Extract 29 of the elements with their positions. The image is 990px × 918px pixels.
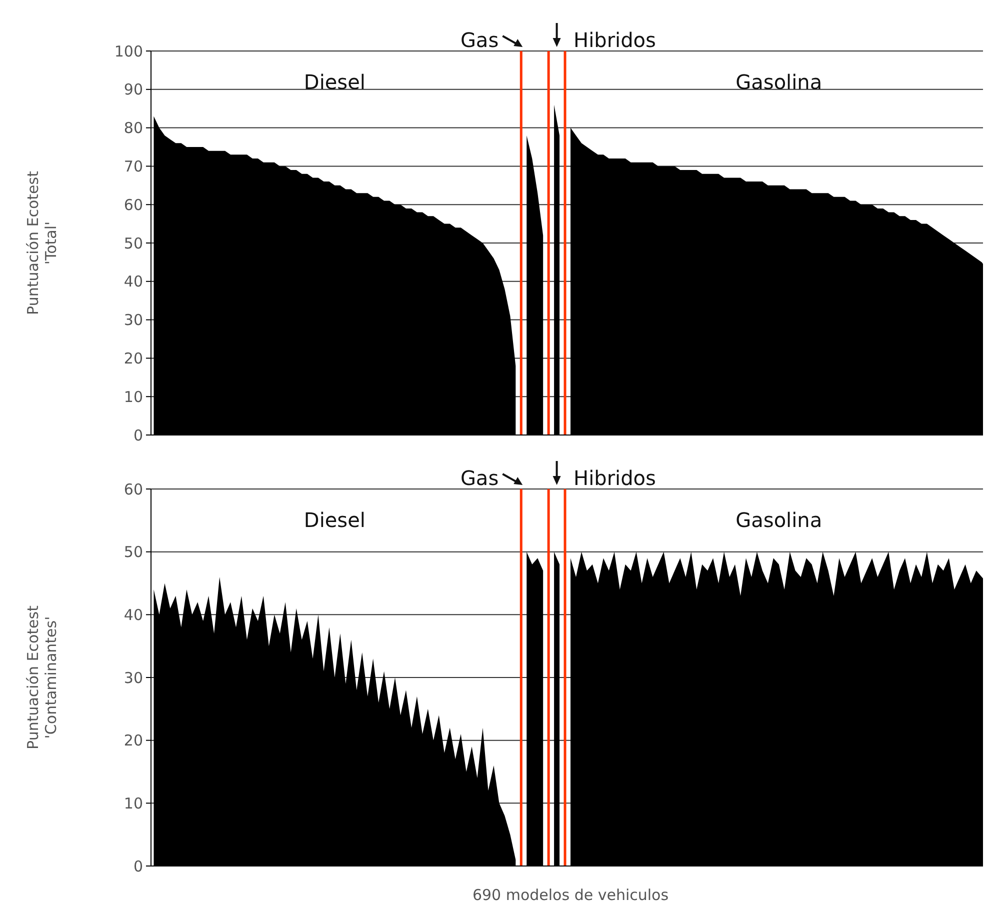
y-tick-label: 20 (124, 732, 143, 750)
annotation: Gasolina (736, 508, 822, 532)
y-tick-label: 40 (124, 272, 143, 291)
y-tick-label: 60 (124, 196, 143, 214)
y-tick-label: 0 (133, 857, 143, 876)
y-tick-label: 50 (124, 234, 143, 252)
y-tick-label: 0 (133, 426, 143, 444)
y-tick-label: 100 (114, 42, 143, 60)
annotation: Diesel (304, 70, 366, 94)
x-axis-title: 690 modelos de vehiculos (472, 886, 669, 904)
y-axis-title: Puntuación Ecotest 'Total' (24, 170, 60, 315)
annotation: Hibridos (574, 28, 656, 52)
y-tick-label: 60 (124, 480, 143, 498)
y-tick-label: 70 (124, 157, 143, 176)
y-tick-label: 30 (124, 668, 143, 687)
annotation: Diesel (304, 508, 366, 532)
annotation: Hibridos (574, 466, 656, 490)
y-tick-label: 30 (124, 311, 143, 330)
annotation: Gasolina (736, 70, 822, 94)
y-tick-label: 50 (124, 543, 143, 562)
y-tick-label: 80 (124, 119, 143, 138)
annotation: Gas (460, 466, 499, 490)
y-axis-title: Puntuación Ecotest 'Contaminantes' (24, 605, 60, 750)
y-tick-label: 90 (124, 80, 143, 99)
y-tick-label: 10 (124, 388, 143, 406)
annotation: Gas (460, 28, 499, 52)
y-tick-label: 10 (124, 794, 143, 812)
y-tick-label: 20 (124, 349, 143, 368)
y-tick-label: 40 (124, 606, 143, 624)
